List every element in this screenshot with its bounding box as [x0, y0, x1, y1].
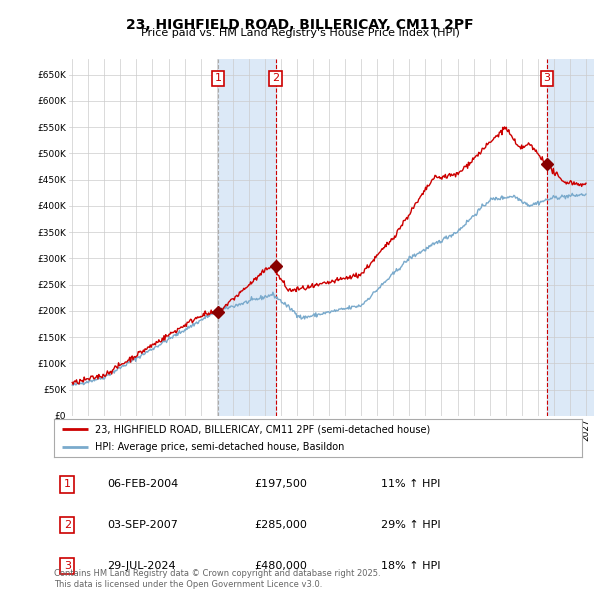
Text: 03-SEP-2007: 03-SEP-2007 — [107, 520, 178, 530]
Text: Contains HM Land Registry data © Crown copyright and database right 2025.
This d: Contains HM Land Registry data © Crown c… — [54, 569, 380, 589]
Text: £480,000: £480,000 — [254, 561, 308, 571]
Text: 1: 1 — [64, 479, 71, 489]
Text: 2: 2 — [272, 73, 279, 83]
Text: 29% ↑ HPI: 29% ↑ HPI — [382, 520, 441, 530]
Text: £197,500: £197,500 — [254, 479, 308, 489]
Text: 11% ↑ HPI: 11% ↑ HPI — [382, 479, 441, 489]
Text: £285,000: £285,000 — [254, 520, 308, 530]
Text: 2: 2 — [64, 520, 71, 530]
Text: 3: 3 — [64, 561, 71, 571]
Text: HPI: Average price, semi-detached house, Basildon: HPI: Average price, semi-detached house,… — [95, 442, 344, 452]
Bar — [218, 59, 275, 416]
Text: 3: 3 — [544, 73, 550, 83]
Text: 06-FEB-2004: 06-FEB-2004 — [107, 479, 178, 489]
Text: 29-JUL-2024: 29-JUL-2024 — [107, 561, 175, 571]
Text: Price paid vs. HM Land Registry's House Price Index (HPI): Price paid vs. HM Land Registry's House … — [140, 28, 460, 38]
Text: 23, HIGHFIELD ROAD, BILLERICAY, CM11 2PF (semi-detached house): 23, HIGHFIELD ROAD, BILLERICAY, CM11 2PF… — [95, 424, 430, 434]
Bar — [547, 59, 594, 416]
Text: 18% ↑ HPI: 18% ↑ HPI — [382, 561, 441, 571]
Text: 1: 1 — [214, 73, 221, 83]
Text: 23, HIGHFIELD ROAD, BILLERICAY, CM11 2PF: 23, HIGHFIELD ROAD, BILLERICAY, CM11 2PF — [126, 18, 474, 32]
